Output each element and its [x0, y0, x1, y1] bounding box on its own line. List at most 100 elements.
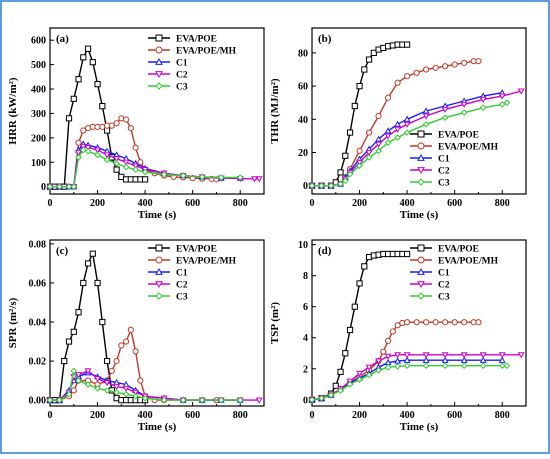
legend-item: C2 — [148, 281, 188, 291]
y-tick-label: 600 — [31, 36, 46, 47]
data-point — [179, 396, 187, 404]
data-point — [84, 147, 92, 155]
data-point — [479, 104, 487, 111]
legend-item: C1 — [410, 267, 450, 279]
legend-label: C1 — [176, 59, 188, 69]
data-point — [122, 163, 130, 171]
legend-marker — [417, 281, 425, 289]
data-point — [394, 126, 402, 133]
x-tick-label: 0 — [310, 410, 315, 421]
data-point — [142, 176, 149, 183]
y-tick-label: 400 — [31, 85, 46, 96]
y-tick-label: 0 — [303, 181, 308, 192]
data-point — [375, 147, 382, 155]
data-point — [346, 380, 354, 388]
y-tick-label: 200 — [31, 133, 46, 144]
data-point — [403, 362, 411, 369]
legend-marker — [417, 178, 425, 186]
data-point — [403, 129, 411, 136]
data-point — [517, 352, 525, 359]
data-point — [341, 177, 349, 185]
data-point — [479, 352, 487, 359]
data-point — [141, 394, 149, 402]
x-tick-label: 800 — [233, 410, 248, 421]
data-point — [365, 371, 373, 379]
chart-panel-2: 0 200 400 600 800 0 20 40 60 80 Time (s) THR (MJ/m²… — [269, 27, 527, 221]
legend-marker — [155, 244, 163, 252]
data-point — [113, 383, 121, 391]
data-point — [442, 63, 449, 70]
data-point — [70, 183, 78, 190]
data-point — [403, 356, 411, 363]
legend-label: EVA/POE — [438, 245, 479, 255]
data-point — [56, 183, 63, 190]
data-point — [103, 152, 111, 159]
data-point — [442, 319, 449, 326]
data-point — [384, 139, 392, 146]
data-point — [423, 319, 430, 326]
data-point — [375, 251, 382, 258]
legend-marker — [155, 34, 163, 42]
data-point — [384, 337, 392, 344]
legend-marker — [417, 167, 425, 175]
data-point — [384, 363, 392, 371]
legend-item: EVA/POE — [410, 244, 479, 255]
data-point — [94, 376, 102, 383]
data-point — [460, 101, 468, 108]
data-point — [332, 382, 339, 389]
x-tick-label: 200 — [90, 410, 105, 421]
data-point — [122, 385, 130, 393]
data-point — [255, 176, 263, 183]
data-point — [451, 61, 458, 68]
legend-item: EVA/POE — [148, 244, 217, 255]
data-point — [432, 319, 439, 326]
legend-label: C3 — [438, 293, 450, 303]
y-tick-label: 4 — [303, 333, 308, 344]
y-tick-label: 500 — [31, 60, 46, 71]
data-point — [394, 352, 402, 359]
data-point — [394, 322, 401, 329]
data-point — [375, 135, 383, 142]
data-point — [337, 180, 344, 188]
x-tick-label: 600 — [447, 410, 462, 421]
legend-item: C2 — [148, 71, 188, 81]
legend-label: C3 — [176, 83, 188, 93]
x-tick-label: 800 — [495, 198, 510, 209]
data-point — [356, 370, 364, 378]
legend-item: C3 — [148, 292, 188, 303]
y-tick-label: 0.08 — [29, 239, 47, 250]
data-point — [75, 309, 82, 316]
data-point — [351, 102, 358, 110]
data-point — [394, 134, 401, 141]
data-point — [361, 263, 368, 270]
series-c2 — [46, 143, 263, 191]
data-point — [342, 350, 349, 357]
data-point — [389, 328, 396, 335]
data-point — [79, 146, 87, 154]
legend-label: C1 — [438, 269, 450, 279]
legend-marker — [417, 130, 425, 138]
data-point — [236, 174, 244, 181]
data-point — [361, 66, 368, 73]
legend-marker — [417, 142, 425, 150]
data-point — [479, 96, 487, 104]
data-point — [404, 41, 411, 48]
data-point — [108, 122, 115, 129]
data-point — [384, 133, 392, 140]
data-point — [122, 390, 130, 398]
x-tick-label: 600 — [447, 198, 462, 209]
data-point — [365, 149, 373, 157]
series-c3 — [308, 99, 511, 190]
data-point — [394, 363, 401, 370]
legend-marker — [155, 82, 163, 90]
data-point — [461, 319, 468, 326]
data-point — [75, 372, 82, 379]
data-point — [403, 121, 411, 128]
data-point — [94, 81, 101, 88]
data-point — [327, 182, 335, 190]
legend-item: C2 — [410, 281, 450, 291]
data-point — [80, 54, 87, 61]
data-point — [461, 59, 468, 66]
data-point — [498, 352, 506, 359]
